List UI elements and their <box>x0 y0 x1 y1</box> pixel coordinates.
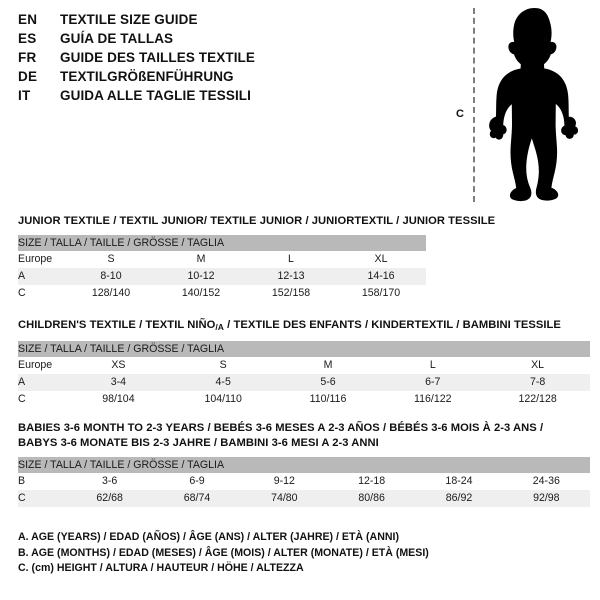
language-code: DE <box>18 69 38 84</box>
size-cell: 116/122 <box>380 390 486 408</box>
children-size-table: SIZE / TALLA / TAILLE / GRÖSSE / TAGLIA E… <box>18 340 590 408</box>
language-row: IT GUIDA ALLE TAGLIE TESSILI <box>18 88 418 107</box>
table-band-row: SIZE / TALLA / TAILLE / GRÖSSE / TAGLIA <box>18 340 590 357</box>
language-code: ES <box>18 31 37 46</box>
row-label: Europe <box>18 356 66 374</box>
size-cell: 62/68 <box>66 490 154 507</box>
size-cell: 4-5 <box>170 373 276 391</box>
section-title-post: / TEXTILE DES ENFANTS / KINDERTEXTIL / B… <box>223 319 561 331</box>
legend-line: C. (cm) HEIGHT / ALTURA / HAUTEUR / HÖHE… <box>18 562 304 574</box>
size-cell: 12-13 <box>246 268 336 285</box>
size-cell: 5-6 <box>275 373 381 391</box>
height-dashed-line <box>473 8 475 202</box>
size-cell: 140/152 <box>156 285 246 302</box>
size-cell: 9-12 <box>240 473 328 490</box>
table-row: Europe S M L XL <box>18 251 427 268</box>
size-band-label: SIZE / TALLA / TAILLE / GRÖSSE / TAGLIA <box>18 457 590 473</box>
section-title-pre: CHILDREN'S TEXTILE / TEXTIL NIÑO <box>18 319 216 331</box>
babies-size-table: SIZE / TALLA / TAILLE / GRÖSSE / TAGLIA B… <box>18 457 590 507</box>
language-title: GUIDA ALLE TAGLIE TESSILI <box>60 88 251 103</box>
row-label: A <box>18 373 66 391</box>
size-cell: 86/92 <box>415 490 503 507</box>
size-band-label: SIZE / TALLA / TAILLE / GRÖSSE / TAGLIA <box>18 235 427 251</box>
language-title: GUÍA DE TALLAS <box>60 31 174 46</box>
measurement-legend: A. AGE (YEARS) / EDAD (AÑOS) / ÂGE (ANS)… <box>18 530 578 577</box>
table-band-row: SIZE / TALLA / TAILLE / GRÖSSE / TAGLIA <box>18 235 427 251</box>
toddler-silhouette-icon <box>489 8 579 202</box>
section-title: CHILDREN'S TEXTILE / TEXTIL NIÑO/A / TEX… <box>18 318 590 335</box>
size-cell: 14-16 <box>336 268 427 285</box>
size-cell: 122/128 <box>485 390 590 408</box>
section-title-line1: BABIES 3-6 MONTH TO 2-3 YEARS / BEBÉS 3-… <box>18 422 544 434</box>
row-label: C <box>18 490 66 507</box>
language-header: EN TEXTILE SIZE GUIDE ES GUÍA DE TALLAS FR GU… <box>18 12 418 107</box>
language-title: TEXTILGRÖßENFÜHRUNG <box>60 69 234 84</box>
section-title-line2: BABYS 3-6 MONATE BIS 2-3 JAHRE / BAMBINI… <box>18 437 379 449</box>
language-row: FR GUIDE DES TAILLES TEXTILE <box>18 50 418 69</box>
size-cell: 8-10 <box>66 268 156 285</box>
size-cell: S <box>66 251 156 268</box>
size-cell: 110/116 <box>275 390 381 408</box>
size-cell: 3-6 <box>66 473 154 490</box>
size-cell: 3-4 <box>66 373 171 391</box>
section-junior-textile: JUNIOR TEXTILE / TEXTIL JUNIOR/ TEXTILE … <box>18 214 495 302</box>
table-row: B 3-6 6-9 9-12 12-18 18-24 24-36 <box>18 473 590 490</box>
size-cell: M <box>156 251 246 268</box>
section-children-textile: CHILDREN'S TEXTILE / TEXTIL NIÑO/A / TEX… <box>18 318 590 408</box>
language-title: GUIDE DES TAILLES TEXTILE <box>60 50 256 65</box>
row-label: B <box>18 473 66 490</box>
language-title: TEXTILE SIZE GUIDE <box>60 12 198 27</box>
size-cell: XS <box>66 356 171 374</box>
size-cell: S <box>170 356 276 374</box>
junior-size-table: SIZE / TALLA / TAILLE / GRÖSSE / TAGLIA E… <box>18 235 427 302</box>
row-label: C <box>18 390 66 408</box>
size-cell: 6-9 <box>153 473 241 490</box>
size-cell: M <box>275 356 381 374</box>
table-row: A 3-4 4-5 5-6 6-7 7-8 <box>18 373 590 391</box>
size-cell: XL <box>485 356 590 374</box>
table-row: Europe XS S M L XL <box>18 356 590 374</box>
height-marker-label: C <box>456 108 464 120</box>
language-row: ES GUÍA DE TALLAS <box>18 31 418 50</box>
table-band-row: SIZE / TALLA / TAILLE / GRÖSSE / TAGLIA <box>18 457 590 473</box>
size-cell: 104/110 <box>170 390 276 408</box>
section-babies-textile: BABIES 3-6 MONTH TO 2-3 YEARS / BEBÉS 3-… <box>18 421 590 507</box>
section-title-subscript: /A <box>215 321 224 332</box>
size-cell: 158/170 <box>336 285 427 302</box>
size-cell: 92/98 <box>502 490 590 507</box>
row-label: C <box>18 285 66 302</box>
size-cell: 18-24 <box>415 473 503 490</box>
table-row: A 8-10 10-12 12-13 14-16 <box>18 268 427 285</box>
row-label: A <box>18 268 66 285</box>
size-cell: 128/140 <box>66 285 156 302</box>
size-cell: 68/74 <box>153 490 241 507</box>
legend-line: A. AGE (YEARS) / EDAD (AÑOS) / ÂGE (ANS)… <box>18 531 399 543</box>
size-cell: 10-12 <box>156 268 246 285</box>
row-label: Europe <box>18 251 66 268</box>
size-cell: L <box>246 251 336 268</box>
height-figure: C <box>432 4 600 204</box>
table-row: C 128/140 140/152 152/158 158/170 <box>18 285 427 302</box>
size-cell: 24-36 <box>502 473 590 490</box>
size-cell: 152/158 <box>246 285 336 302</box>
size-cell: 12-18 <box>327 473 416 490</box>
language-code: EN <box>18 12 38 27</box>
language-code: IT <box>18 88 31 103</box>
size-cell: XL <box>336 251 427 268</box>
table-row: C 98/104 104/110 110/116 116/122 122/128 <box>18 390 590 408</box>
legend-line: B. AGE (MONTHS) / EDAD (MESES) / ÂGE (MO… <box>18 546 429 559</box>
size-cell: 6-7 <box>380 373 486 391</box>
section-title: JUNIOR TEXTILE / TEXTIL JUNIOR/ TEXTILE … <box>18 215 496 227</box>
language-row: EN TEXTILE SIZE GUIDE <box>18 12 418 31</box>
table-row: C 62/68 68/74 74/80 80/86 86/92 92/98 <box>18 490 590 507</box>
size-band-label: SIZE / TALLA / TAILLE / GRÖSSE / TAGLIA <box>18 340 590 357</box>
language-row: DE TEXTILGRÖßENFÜHRUNG <box>18 69 418 88</box>
size-cell: 7-8 <box>485 373 590 391</box>
size-cell: 80/86 <box>327 490 416 507</box>
language-code: FR <box>18 50 37 65</box>
size-cell: L <box>380 356 486 374</box>
size-cell: 74/80 <box>240 490 328 507</box>
size-cell: 98/104 <box>66 390 171 408</box>
